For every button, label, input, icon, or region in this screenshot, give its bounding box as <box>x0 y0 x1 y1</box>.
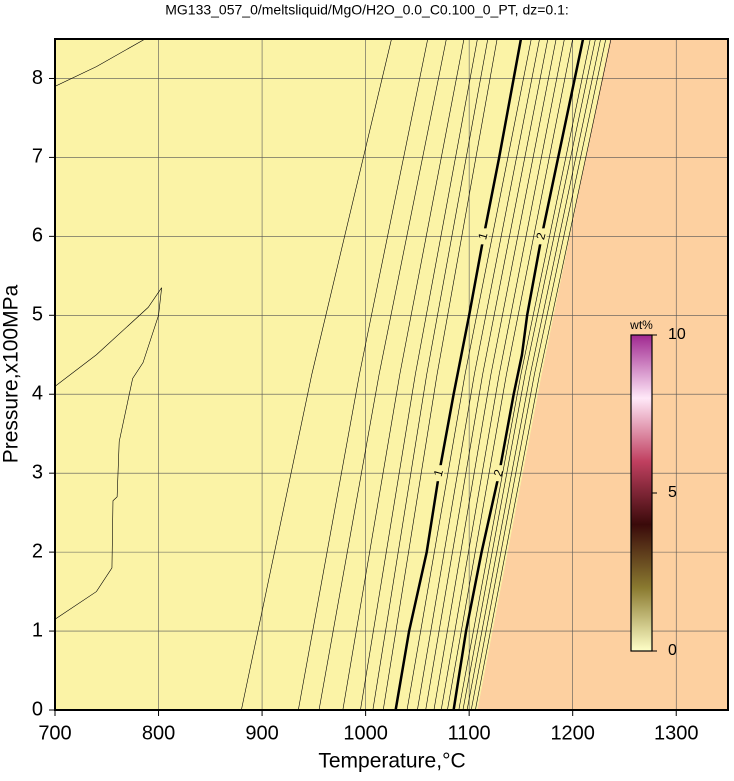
y-tick-label: 6 <box>32 225 43 247</box>
colorbar-label: wt% <box>629 318 653 332</box>
y-tick-label: 1 <box>32 619 43 641</box>
x-tick-label: 1100 <box>448 722 491 744</box>
contour-line <box>360 39 478 710</box>
contour-line <box>55 287 162 620</box>
y-tick-label: 8 <box>32 67 43 89</box>
contour-line <box>447 39 573 710</box>
x-tick-label: 1300 <box>654 722 699 744</box>
plot-frame <box>54 38 729 711</box>
contour-line <box>406 39 532 710</box>
contour-line <box>452 39 585 710</box>
colorbar-tick-label: 10 <box>668 326 686 343</box>
contour-label: 2 <box>491 468 506 478</box>
contour-line <box>394 39 523 710</box>
contour-line <box>470 39 607 710</box>
contour-line <box>425 39 549 710</box>
y-tick-label: 5 <box>32 304 43 326</box>
contour-line <box>318 39 447 710</box>
contour-label: 1 <box>475 231 490 241</box>
contour-line <box>241 39 392 710</box>
contour-line <box>342 39 465 710</box>
contour-line <box>298 39 429 710</box>
colorbar <box>630 334 653 652</box>
contour-label-bg <box>478 228 489 245</box>
colorbar-tick-label: 5 <box>668 484 677 501</box>
contour-line <box>466 39 601 710</box>
contour-line <box>417 39 540 710</box>
contour-line <box>55 39 146 87</box>
x-axis-label: Temperature,°C <box>318 750 465 773</box>
y-tick-label: 2 <box>32 540 43 562</box>
contour-label-bg <box>434 465 445 482</box>
contour-label-bg <box>494 465 505 482</box>
x-tick-label: 1200 <box>550 722 595 744</box>
contour-line <box>475 39 612 710</box>
contour-line <box>440 39 565 710</box>
y-tick-label: 7 <box>32 146 43 168</box>
contour-line <box>372 39 489 710</box>
contour-line <box>433 39 557 710</box>
contour-line <box>458 39 591 710</box>
colorbar-tick-label: 0 <box>668 642 677 659</box>
x-tick-label: 900 <box>245 722 278 744</box>
contour-line <box>382 39 498 710</box>
y-axis-label: Pressure,x100MPa <box>0 284 23 463</box>
contour-label: 1 <box>431 468 446 478</box>
contour-label-bg <box>536 228 547 245</box>
x-tick-label: 1000 <box>343 722 388 744</box>
y-tick-label: 0 <box>32 698 43 720</box>
y-tick-label: 4 <box>32 383 43 405</box>
contour-label: 2 <box>533 231 548 241</box>
x-tick-label: 700 <box>38 722 71 744</box>
contour-line <box>462 39 596 710</box>
x-tick-label: 800 <box>142 722 175 744</box>
shaded-region <box>477 39 728 710</box>
chart-title: MG133_057_0/meltsliquid/MgO/H2O_0.0_C0.1… <box>165 2 569 18</box>
plot-area: 1 1 2 2 <box>55 39 728 710</box>
y-tick-label: 3 <box>32 461 43 483</box>
